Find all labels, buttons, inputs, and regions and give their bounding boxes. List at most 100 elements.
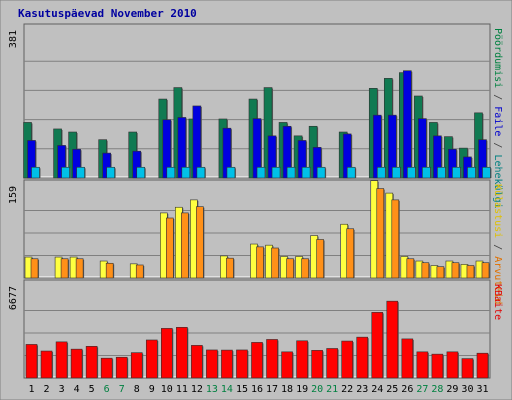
bar-kbaite-day-10 [161, 328, 173, 379]
bar-arvuteid-day-3 [60, 258, 69, 279]
bar-lehek-lgi-day-17 [271, 166, 281, 179]
bar-kbaite-day-3 [55, 341, 68, 379]
x-tick-label: 26 [401, 384, 413, 395]
legend-entry: Arvuteid [492, 256, 503, 304]
x-tick-label: 15 [236, 384, 248, 395]
bar-arvuteid-day-22 [346, 228, 354, 279]
x-tick-label: 13 [206, 384, 218, 395]
bar-lehek-lgi-day-29 [452, 166, 461, 179]
bar-kbaite-day-7 [115, 356, 128, 379]
x-tick-label: 2 [44, 384, 50, 395]
bar-arvuteid-day-29 [451, 262, 460, 279]
bar-arvuteid-day-25 [391, 199, 400, 279]
bar-arvuteid-day-6 [105, 262, 114, 279]
x-tick-label: 24 [371, 384, 383, 395]
legend-entry: / [492, 238, 503, 256]
x-tick-label: 9 [149, 384, 155, 395]
bar-lehek-lgi-day-1 [31, 166, 40, 179]
panel-top: 381 Pöördumisi / Faile / Lehekülgi [8, 23, 503, 209]
bar-lehek-lgi-day-10 [166, 166, 176, 179]
bar-lehek-lgi-day-12 [196, 166, 206, 179]
bar-faile-day-26 [403, 70, 412, 179]
bar-kbaite-day-18 [281, 351, 293, 379]
bar-arvuteid-day-11 [181, 212, 189, 279]
legend-entry: Lehekülgi [492, 154, 503, 208]
legend-top: Pöördumisi / Faile / Lehekülgi [492, 28, 503, 209]
bar-arvuteid-day-12 [196, 206, 204, 279]
legend-entry: Faile [492, 106, 503, 136]
bar-kbaite-day-27 [416, 351, 429, 379]
bar-kbaite-day-13 [206, 349, 218, 379]
bar-lehek-lgi-day-3 [61, 166, 70, 179]
legend-entry: Pöördumisi [492, 28, 503, 88]
y-max-label: 6677 [8, 286, 19, 310]
bar-arvuteid-day-16 [256, 246, 264, 279]
bar-arvuteid-day-14 [226, 257, 234, 279]
y-max-label: 159 [8, 186, 19, 204]
x-axis: 1 2 3 4 5 6 7 8 9 10 11 12 13 14 15 16 17 18 19 20 21 22 23 24 2… [29, 384, 489, 395]
bar-arvuteid-day-28 [436, 266, 445, 279]
bar-kbaite-day-8 [130, 352, 143, 379]
x-tick-label: 11 [176, 384, 188, 395]
bar-arvuteid-day-1 [30, 258, 39, 279]
bar-arvuteid-day-20 [316, 239, 324, 279]
x-tick-label: 30 [461, 384, 473, 395]
x-tick-label: 6 [104, 384, 110, 395]
x-tick-label: 14 [221, 384, 233, 395]
bar-arvuteid-day-8 [135, 264, 144, 279]
bar-kbaite-day-31 [476, 352, 489, 379]
bar-lehek-lgi-day-11 [181, 166, 191, 179]
bar-kbaite-day-24 [371, 312, 384, 379]
bar-lehek-lgi-day-4 [76, 166, 85, 179]
bar-kbaite-day-14 [221, 349, 233, 379]
bar-kbaite-day-23 [356, 336, 369, 379]
x-tick-label: 5 [89, 384, 95, 395]
legend-entry: Külastusi [492, 184, 503, 238]
bar-arvuteid-day-4 [75, 258, 84, 279]
bar-lehek-lgi-day-31 [482, 166, 491, 179]
x-tick-label: 29 [446, 384, 458, 395]
bar-lehek-lgi-day-22 [346, 166, 356, 179]
legend-bottom: KBaite [492, 284, 503, 320]
chart-panels: 381 Pöördumisi / Faile / Lehekülgi 159 Küla… [8, 23, 503, 379]
bar-arvuteid-day-17 [271, 247, 279, 279]
bar-arvuteid-day-10 [166, 217, 174, 279]
bar-lehek-lgi-day-25 [391, 166, 401, 179]
bar-kbaite-day-11 [176, 327, 188, 379]
x-tick-label: 10 [161, 384, 173, 395]
x-tick-label: 4 [74, 384, 80, 395]
bar-arvuteid-day-26 [406, 258, 415, 279]
bar-lehek-lgi-day-8 [136, 166, 146, 179]
x-tick-label: 21 [326, 384, 338, 395]
bar-kbaite-day-5 [85, 346, 98, 379]
bar-lehek-lgi-day-28 [437, 166, 446, 179]
x-tick-label: 7 [119, 384, 125, 395]
x-tick-label: 19 [296, 384, 308, 395]
bar-kbaite-day-26 [401, 338, 414, 379]
x-tick-label: 3 [59, 384, 65, 395]
bar-arvuteid-day-30 [466, 265, 475, 279]
bar-lehek-lgi-day-14 [226, 166, 236, 179]
x-tick-label: 31 [476, 384, 488, 395]
y-max-label: 381 [8, 30, 19, 48]
legend-entry: / [492, 88, 503, 106]
bar-kbaite-day-19 [296, 340, 308, 379]
x-tick-label: 1 [29, 384, 35, 395]
bar-lehek-lgi-day-24 [376, 166, 386, 179]
bar-kbaite-day-21 [326, 348, 338, 379]
bar-kbaite-day-4 [70, 348, 83, 379]
bar-kbaite-day-30 [461, 358, 474, 379]
bar-kbaite-day-25 [386, 300, 399, 379]
bar-lehek-lgi-day-26 [407, 166, 416, 179]
x-tick-label: 23 [356, 384, 368, 395]
bar-lehek-lgi-day-20 [316, 166, 326, 179]
x-tick-label: 22 [341, 384, 353, 395]
bar-kbaite-day-16 [251, 342, 263, 379]
x-tick-label: 8 [134, 384, 140, 395]
bar-arvuteid-day-31 [481, 262, 490, 279]
legend-entry: KBaite [492, 284, 503, 320]
panel-bottom: 6677 KBaite [8, 279, 503, 379]
bar-arvuteid-day-24 [376, 188, 385, 279]
